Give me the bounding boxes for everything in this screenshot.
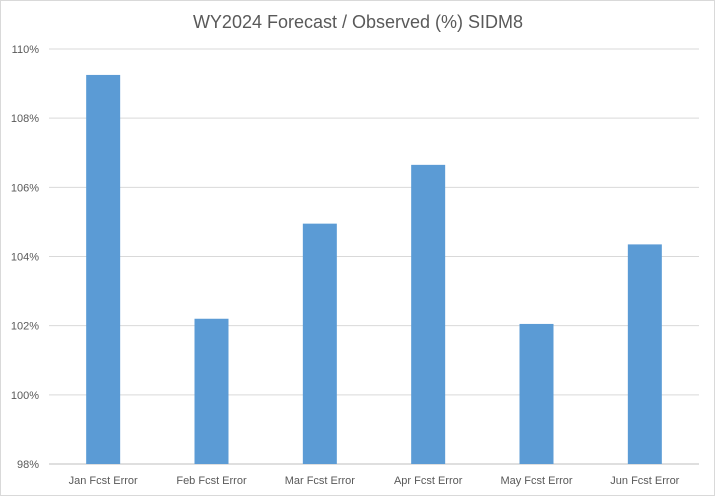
y-tick-label: 110% — [12, 44, 40, 56]
y-tick-label: 106% — [11, 182, 39, 194]
x-category-label: Mar Fcst Error — [285, 475, 356, 487]
x-category-label: Jan Fcst Error — [69, 475, 138, 487]
bar — [411, 164, 446, 464]
y-tick-label: 108% — [11, 113, 39, 125]
y-tick-label: 104% — [11, 252, 39, 264]
bar — [519, 323, 554, 464]
bar — [86, 74, 121, 464]
x-category-label: Apr Fcst Error — [394, 475, 463, 487]
gridlines — [49, 48, 699, 465]
x-category-label: May Fcst Error — [500, 475, 572, 487]
y-tick-label: 98% — [17, 459, 39, 471]
chart-title: WY2024 Forecast / Observed (%) SIDM8 — [193, 12, 523, 32]
y-axis-ticks: 98% 100% 102% 104% 106% 108% 110% — [11, 44, 39, 471]
bar — [302, 223, 337, 464]
x-category-label: Jun Fcst Error — [610, 475, 679, 487]
y-tick-label: 100% — [11, 390, 39, 402]
bar — [627, 244, 662, 464]
x-axis-categories: Jan Fcst Error Feb Fcst Error Mar Fcst Err… — [69, 475, 680, 487]
bar — [194, 318, 229, 464]
bars — [86, 74, 662, 464]
x-category-label: Feb Fcst Error — [176, 475, 247, 487]
y-tick-label: 102% — [11, 321, 39, 333]
